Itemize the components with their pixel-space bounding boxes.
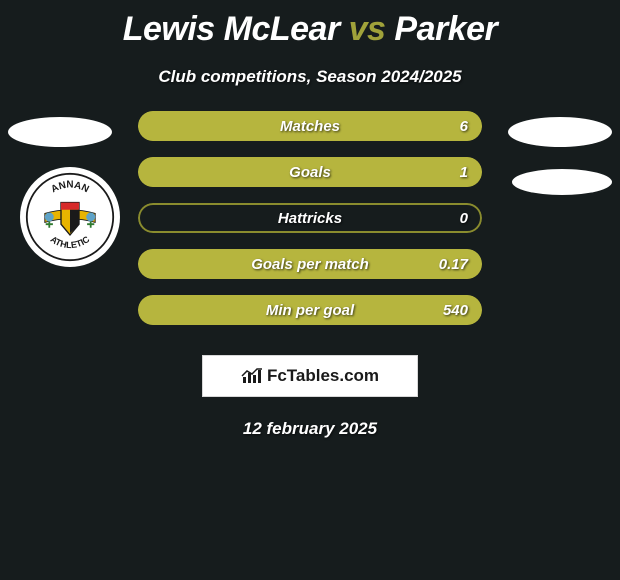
stat-value-right: 6 [460, 111, 468, 141]
brand-text: FcTables.com [267, 366, 379, 386]
footer-date: 12 february 2025 [0, 419, 620, 439]
stat-row: Min per goal540 [138, 295, 482, 325]
stat-value-right: 1 [460, 157, 468, 187]
stat-row: Matches6 [138, 111, 482, 141]
brand-box[interactable]: FcTables.com [202, 355, 418, 397]
comparison-title: Lewis McLear vs Parker [0, 0, 620, 49]
stat-row: Hattricks0 [138, 203, 482, 233]
fctables-chart-icon [241, 367, 263, 385]
stat-value-right: 0.17 [439, 249, 468, 279]
stat-label: Matches [138, 111, 482, 141]
vs-text: vs [349, 10, 386, 48]
player1-name: Lewis McLear [123, 10, 340, 48]
stat-rows: Matches6Goals1Hattricks0Goals per match0… [138, 111, 482, 341]
placeholder-ellipse-right-1 [508, 117, 612, 147]
stat-row: Goals1 [138, 157, 482, 187]
stat-label: Goals per match [138, 249, 482, 279]
club-badge: ANNAN ATHLETIC [20, 167, 120, 267]
stat-label: Hattricks [138, 203, 482, 233]
stat-row: Goals per match0.17 [138, 249, 482, 279]
player2-name: Parker [394, 10, 497, 48]
placeholder-ellipse-right-2 [512, 169, 612, 195]
stat-value-right: 0 [460, 203, 468, 233]
stat-value-right: 540 [443, 295, 468, 325]
placeholder-ellipse-left-1 [8, 117, 112, 147]
stat-label: Goals [138, 157, 482, 187]
stat-label: Min per goal [138, 295, 482, 325]
comparison-stage: ANNAN ATHLETIC Matches6Goals1Hattricks0G… [0, 117, 620, 337]
subtitle: Club competitions, Season 2024/2025 [0, 67, 620, 87]
annan-athletic-crest-icon: ANNAN ATHLETIC [25, 172, 115, 262]
